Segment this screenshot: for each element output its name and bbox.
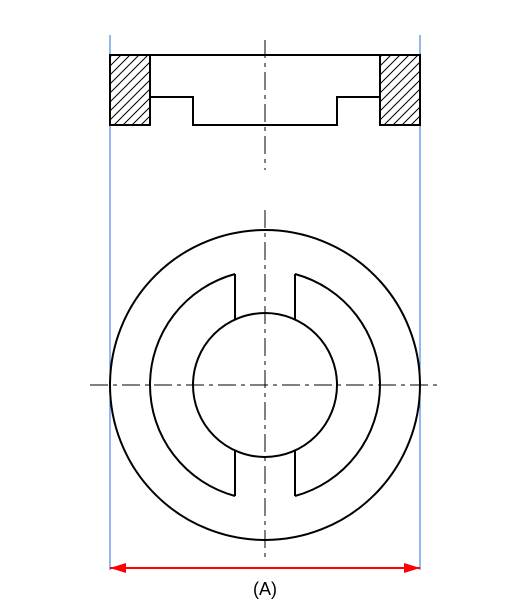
dimension: (A) [110,563,420,599]
dimension-arrow-left [110,563,126,573]
dimension-label: (A) [253,579,277,599]
hatch-left [110,55,150,125]
hatch-right [380,55,420,125]
dimension-arrow-right [404,563,420,573]
engineering-drawing: (A) [0,0,531,611]
section-view [110,40,420,170]
front-view [90,210,440,560]
